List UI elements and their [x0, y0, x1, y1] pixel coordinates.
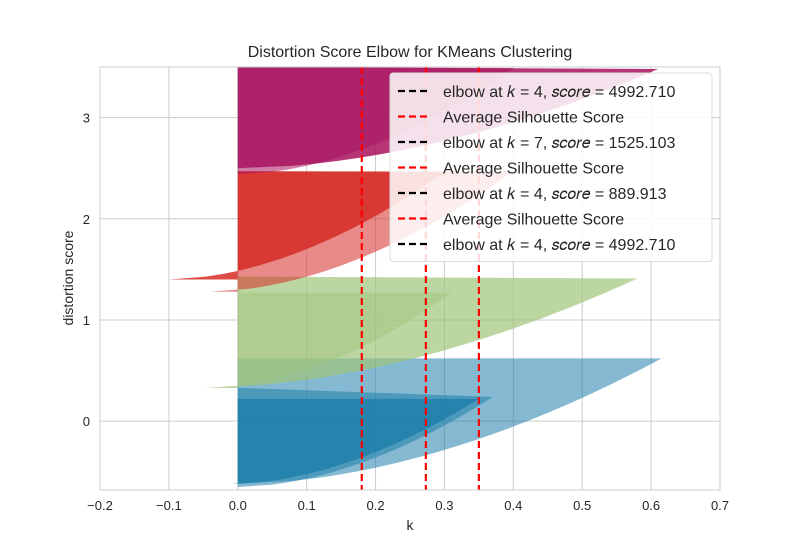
- legend-box: [389, 72, 713, 262]
- cluster-1-area: [210, 292, 452, 388]
- legend-label: elbow at 𝑘 = 4, 𝑠𝑐𝑜𝑟𝑒 = 4992.710: [443, 237, 675, 254]
- legend: elbow at 𝑘 = 4, 𝑠𝑐𝑜𝑟𝑒 = 4992.710 Average …: [389, 72, 713, 262]
- x-tick-label: 0.7: [711, 498, 729, 513]
- y-axis-label: distortion score: [60, 230, 76, 325]
- legend-label: elbow at 𝑘 = 7, 𝑠𝑐𝑜𝑟𝑒 = 1525.103: [443, 135, 675, 152]
- y-tick-label: 0: [83, 414, 90, 429]
- x-axis-label: k: [407, 517, 415, 533]
- y-axis-ticks: 0 1 2 3: [83, 111, 90, 430]
- x-tick-label: −0.1: [156, 498, 182, 513]
- y-tick-label: 3: [83, 111, 90, 126]
- cluster-0-area: [237, 358, 662, 484]
- x-tick-label: 0.5: [573, 498, 591, 513]
- x-tick-label: 0.2: [367, 498, 385, 513]
- chart-title: Distortion Score Elbow for KMeans Cluste…: [248, 44, 573, 61]
- plot-frame: [99, 66, 721, 491]
- x-tick-label: 0.6: [642, 498, 660, 513]
- y-tick-label: 2: [83, 212, 90, 227]
- legend-label: elbow at 𝑘 = 4, 𝑠𝑐𝑜𝑟𝑒 = 4992.710: [443, 84, 675, 101]
- x-axis-ticks: −0.2 −0.1 0.0 0.1 0.2 0.3 0.4 0.5 0.6 0.7: [87, 498, 729, 513]
- x-tick-label: 0.4: [504, 498, 522, 513]
- x-tick-label: 0.1: [298, 498, 316, 513]
- y-tick-label: 1: [83, 313, 90, 328]
- legend-label: Average Silhouette Score: [443, 110, 624, 127]
- x-tick-label: 0.0: [229, 498, 247, 513]
- legend-label: Average Silhouette Score: [443, 212, 624, 229]
- x-tick-label: 0.3: [435, 498, 453, 513]
- x-tick-label: −0.2: [87, 498, 113, 513]
- legend-label: elbow at 𝑘 = 4, 𝑠𝑐𝑜𝑟𝑒 = 889.913: [443, 186, 667, 203]
- legend-label: Average Silhouette Score: [443, 161, 624, 178]
